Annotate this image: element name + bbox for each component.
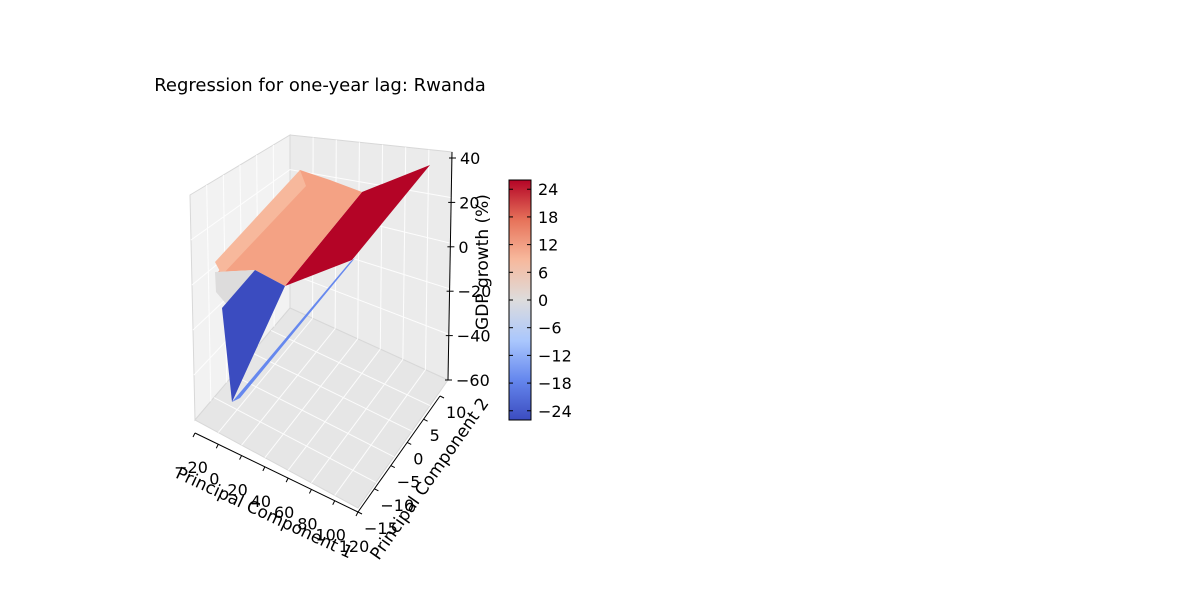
x-tick-mark [355, 511, 359, 517]
y-tick-label: 5 [430, 426, 440, 445]
grid-line [424, 149, 430, 370]
colorbar-tick-label: 0 [538, 291, 548, 310]
grid-line [379, 144, 384, 350]
surface-patch-gray [215, 270, 255, 306]
x-tick-mark [308, 489, 312, 494]
y-tick-mark [439, 395, 445, 399]
grid-line [334, 369, 426, 496]
x-tick-label: 0 [209, 469, 219, 488]
z-tick-label: −60 [456, 371, 490, 390]
z-tick-label: 20 [459, 193, 479, 212]
colorbar: −24 −18 −12 −6 0 6 12 18 24 [508, 179, 572, 421]
x-tick-label: 20 [227, 481, 247, 500]
x-tick-label: 100 [315, 526, 346, 545]
z-tick-label: 0 [458, 238, 468, 257]
x-axis-line [194, 432, 359, 513]
y-tick-mark [423, 418, 428, 422]
z-tick-label: −20 [458, 282, 492, 301]
y-tick-mark [357, 511, 363, 515]
colorbar-tick-label: −24 [538, 402, 572, 421]
colorbar-tick-label: 24 [538, 180, 558, 199]
y-tick-label: −10 [380, 496, 414, 515]
y-tick-labels: −15 −10 −5 05 10 [357, 395, 466, 538]
x-tick-label: 80 [297, 514, 317, 533]
y-tick-label: 10 [446, 403, 466, 422]
grid-line [264, 338, 359, 459]
x-tick-mark [215, 444, 219, 449]
y-tick-label: −15 [364, 519, 398, 538]
x-tick-mark [285, 477, 289, 483]
x-tick-mark [262, 466, 266, 472]
surface-patch-light-blue [232, 258, 355, 402]
grid-line [251, 352, 413, 432]
colorbar-tick-label: 12 [538, 236, 558, 255]
x-tick-mark [239, 455, 243, 460]
chart-title: Regression for one-year lag: Rwanda [154, 75, 486, 96]
y-tick-mark [406, 441, 412, 445]
surface-patch-light-salmon [215, 170, 306, 275]
x-tick-label: −20 [174, 458, 208, 477]
x-tick-label: 60 [274, 503, 294, 522]
y-tick-label: 0 [413, 449, 423, 468]
colorbar-tick-label: 6 [538, 263, 548, 282]
grid-line [311, 359, 404, 484]
colorbar-ticks: −24 −18 −12 −6 0 6 12 18 24 [509, 180, 572, 421]
z-tick-labels: −60 −40 −20 0 20 40 [445, 149, 491, 390]
surface-patch-blue [222, 270, 285, 402]
colorbar-tick-label: −6 [538, 319, 562, 338]
colorbar-tick-label: −12 [538, 346, 572, 365]
z-tick-label: 40 [460, 149, 480, 168]
axes-3d [189, 134, 453, 513]
z-axis-line [447, 151, 453, 381]
z-axis-label: GDP growth (%) [473, 194, 493, 330]
grid-line [232, 374, 395, 458]
x-tick-mark [332, 500, 336, 505]
x-tick-label: 120 [339, 537, 370, 556]
x-tick-mark [192, 432, 196, 438]
colorbar-tick-label: −18 [538, 374, 572, 393]
colorbar-tick-label: 18 [538, 208, 558, 227]
y-tick-mark [374, 488, 379, 492]
grid-line [217, 317, 313, 433]
grid-line [270, 329, 431, 407]
z-tick-label: −40 [457, 327, 491, 346]
grid-line [213, 397, 377, 483]
surface-patch-dark-red [285, 165, 430, 286]
surface-patch-salmon [218, 170, 362, 286]
y-tick-mark [390, 465, 396, 469]
x-tick-label: 40 [251, 492, 271, 511]
grid-line [206, 184, 212, 402]
grid-line [241, 328, 336, 446]
y-tick-label: −5 [397, 473, 421, 492]
y-axis-line [357, 395, 441, 513]
regression-surface [215, 165, 430, 402]
grid-line [287, 348, 381, 471]
